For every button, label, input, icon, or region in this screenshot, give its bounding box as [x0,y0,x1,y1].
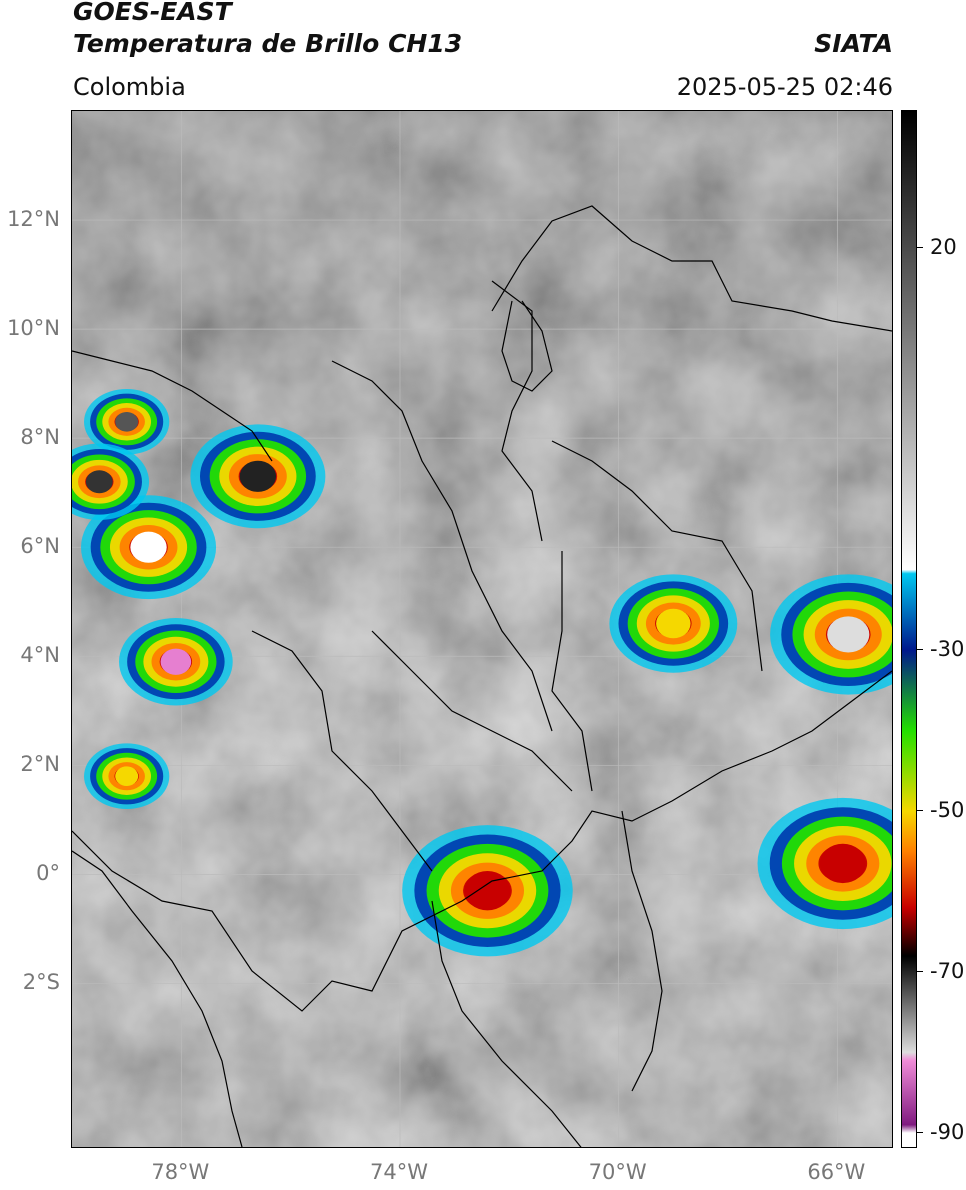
coastline [72,350,273,462]
brand-label: SIATA [814,29,893,58]
lat-tick-label: 6°N [20,534,60,559]
colorbar-gradient [902,111,916,1147]
storm-core [115,411,139,432]
storm-core [239,460,277,492]
lat-tick-label: 4°N [20,643,60,668]
storm-cell [609,574,738,673]
lake-maracaibo [501,300,553,392]
lat-tick-label: 0° [36,861,60,886]
storm-core [656,608,691,639]
colorbar-tick [917,970,923,972]
border-line [72,670,892,1012]
coastline [72,850,243,1147]
storm-cells [72,389,892,957]
colorbar-tick-label: -90 [930,1119,965,1144]
colorbar-tick [917,1131,923,1133]
storm-cell [770,574,892,695]
colorbar-tick [917,810,923,812]
colorbar-tick-label: -30 [930,637,965,662]
timestamp-label: 2025-05-25 02:46 [676,73,893,101]
border-line [251,630,433,872]
lat-tick-label: 8°N [20,425,60,450]
border-line [371,630,573,792]
lat-tick-label: 2°N [20,752,60,777]
storm-cell [757,797,892,930]
region-label: Colombia [73,73,186,101]
lon-tick-label: 78°W [151,1160,210,1184]
storm-cell [402,825,573,957]
colorbar-tick-label: 20 [930,234,957,259]
storm-cell [84,743,170,810]
storm-cell [119,617,233,706]
border-line [331,360,553,732]
colorbar [901,110,917,1148]
storm-cell [81,495,217,600]
title-satellite: GOES-EAST [73,0,232,26]
storm-core [827,616,870,653]
lon-tick-label: 66°W [807,1160,866,1184]
border-line [551,551,593,792]
lon-tick-label: 70°W [588,1160,647,1184]
political-borders [72,205,892,1147]
lat-tick-label: 12°N [7,207,60,232]
border-line [431,900,582,1147]
storm-cell [72,443,150,521]
colorbar-tick-label: -70 [930,958,965,983]
storm-cell [190,424,326,529]
colorbar-tick [917,246,923,248]
colorbar-tick-label: -50 [930,798,965,823]
border-line [621,810,663,1092]
storm-core [130,531,167,563]
storm-core [160,648,192,675]
border-line [551,440,763,672]
lon-tick-label: 74°W [370,1160,428,1184]
storm-cell [84,389,170,455]
lat-tick-label: 2°S [22,970,60,995]
title-product: Temperatura de Brillo CH13 [73,29,463,58]
colorbar-tick [917,649,923,651]
border-line [491,280,543,542]
coastline [491,205,892,332]
storm-core [819,843,866,884]
storm-core [115,766,139,787]
map-canvas [72,111,892,1147]
satellite-map[interactable] [71,110,893,1148]
lat-tick-label: 10°N [7,316,60,341]
storm-core [464,871,511,911]
storm-core [85,470,113,494]
